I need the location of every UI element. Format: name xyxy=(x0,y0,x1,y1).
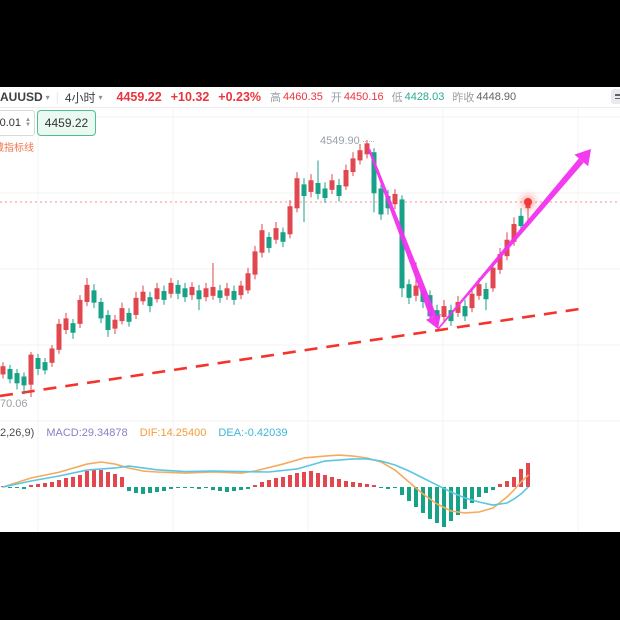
chart-tools-button[interactable] xyxy=(611,89,620,104)
last-price-pulse-dot xyxy=(524,198,532,206)
symbol-selector[interactable]: AUUSD xyxy=(0,90,43,104)
ticker-bar: AUUSD ▾ | 4小时 ▾ 4459.22 +10.32 +0.23% 高 … xyxy=(0,87,620,107)
last-price: 4459.22 xyxy=(116,90,162,104)
dif-value-label: DIF:14.25400 xyxy=(139,427,207,439)
order-price-value: 4459.22 xyxy=(44,116,89,130)
low-label: 低 xyxy=(391,92,403,104)
chevron-down-icon[interactable]: ▾ xyxy=(98,92,103,102)
stepper-down-icon[interactable]: ▼ xyxy=(25,122,31,128)
high-label: 高 xyxy=(270,92,282,104)
trendline-anchor-label: 70.06 xyxy=(0,398,28,410)
order-price-box[interactable]: 4459.22 xyxy=(37,110,96,136)
open-label: 开 xyxy=(330,92,342,104)
stepper-arrows[interactable]: ▲ ▼ xyxy=(24,117,34,128)
leader-dots xyxy=(362,140,374,142)
dea-value-label: DEA:-0.42039 xyxy=(218,427,288,439)
high-value: 4460.35 xyxy=(283,91,323,103)
chevron-down-icon[interactable]: ▾ xyxy=(45,92,50,102)
prev-close-value: 4448.90 xyxy=(476,91,517,103)
price-change-pct: +0.23% xyxy=(218,90,262,104)
open-value: 4450.16 xyxy=(343,91,384,103)
chart-canvas[interactable] xyxy=(0,108,620,532)
lot-size-value: 0.01 xyxy=(0,117,22,129)
peak-price-label: 4549.90 xyxy=(320,135,374,147)
macd-legend: 2,26,9) MACD:29.34878 DIF:14.25400 DEA:-… xyxy=(0,427,297,439)
header-divider xyxy=(0,107,620,108)
macd-value-label: MACD:29.34878 xyxy=(46,427,128,439)
stepper-up-icon[interactable]: ▲ xyxy=(25,117,31,123)
divider: | xyxy=(55,90,59,104)
lot-size-stepper[interactable]: 0.01 ▲ ▼ xyxy=(0,110,35,136)
prev-close-label: 昨收 xyxy=(452,92,475,104)
indicator-line-label[interactable]: 藏指标线 xyxy=(0,143,34,154)
low-value: 4428.03 xyxy=(404,91,445,103)
interval-selector[interactable]: 4小时 xyxy=(64,90,96,105)
price-change: +10.32 xyxy=(170,90,210,104)
macd-params-label: 2,26,9) xyxy=(0,427,35,439)
